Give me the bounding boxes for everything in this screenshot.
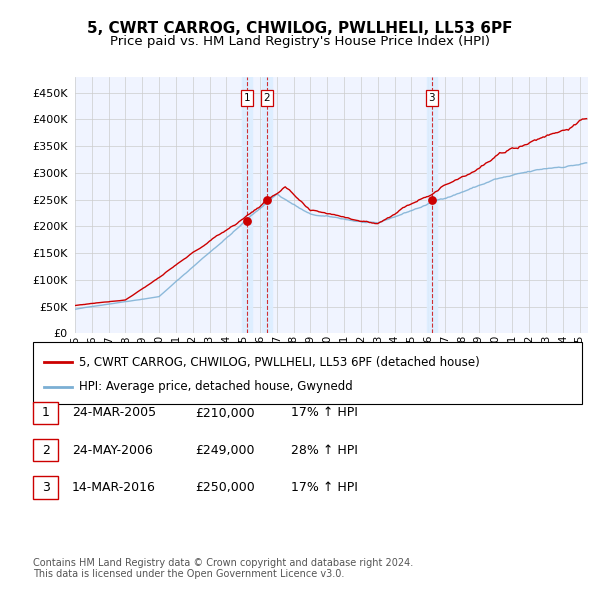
Text: 1: 1 <box>244 93 250 103</box>
Text: 3: 3 <box>41 481 50 494</box>
Text: 14-MAR-2016: 14-MAR-2016 <box>72 481 156 494</box>
Text: Contains HM Land Registry data © Crown copyright and database right 2024.
This d: Contains HM Land Registry data © Crown c… <box>33 558 413 579</box>
Text: HPI: Average price, detached house, Gwynedd: HPI: Average price, detached house, Gwyn… <box>79 381 353 394</box>
Text: 24-MAR-2005: 24-MAR-2005 <box>72 407 156 419</box>
Text: 1: 1 <box>41 407 50 419</box>
Text: 3: 3 <box>428 93 435 103</box>
Text: Price paid vs. HM Land Registry's House Price Index (HPI): Price paid vs. HM Land Registry's House … <box>110 35 490 48</box>
Text: £210,000: £210,000 <box>195 407 254 419</box>
Point <box>262 195 272 205</box>
Point <box>242 217 251 226</box>
Bar <box>242 77 252 333</box>
Text: 2: 2 <box>41 444 50 457</box>
Text: £250,000: £250,000 <box>195 481 255 494</box>
Text: 17% ↑ HPI: 17% ↑ HPI <box>291 407 358 419</box>
Text: 5, CWRT CARROG, CHWILOG, PWLLHELI, LL53 6PF: 5, CWRT CARROG, CHWILOG, PWLLHELI, LL53 … <box>87 21 513 35</box>
Point <box>427 195 437 204</box>
Text: 28% ↑ HPI: 28% ↑ HPI <box>291 444 358 457</box>
Text: 5, CWRT CARROG, CHWILOG, PWLLHELI, LL53 6PF (detached house): 5, CWRT CARROG, CHWILOG, PWLLHELI, LL53 … <box>79 356 480 369</box>
Text: 2: 2 <box>263 93 270 103</box>
Bar <box>427 77 437 333</box>
Text: £249,000: £249,000 <box>195 444 254 457</box>
Bar <box>262 77 272 333</box>
Text: 24-MAY-2006: 24-MAY-2006 <box>72 444 153 457</box>
Text: 17% ↑ HPI: 17% ↑ HPI <box>291 481 358 494</box>
